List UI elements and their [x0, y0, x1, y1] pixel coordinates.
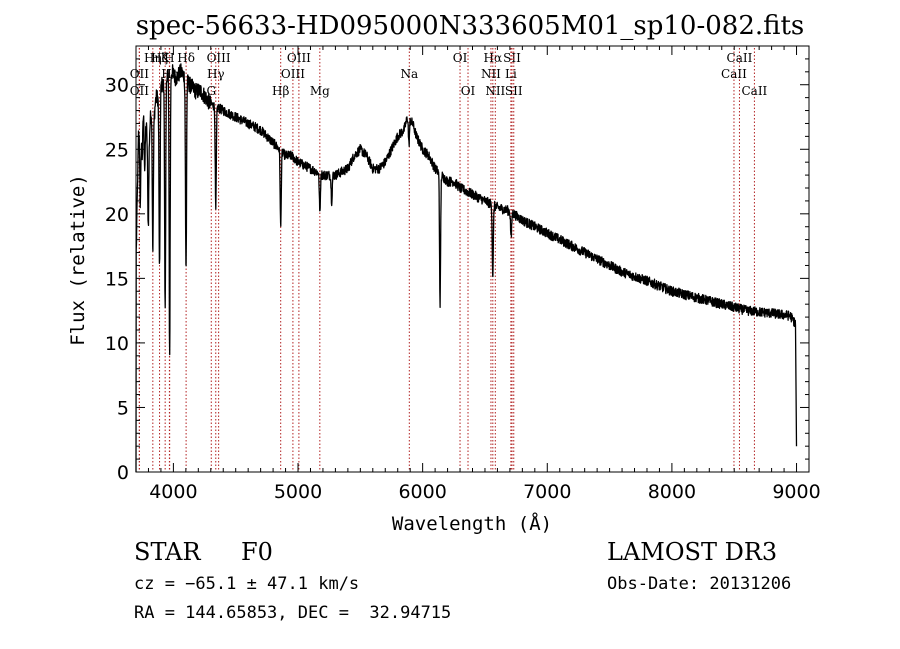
- line-label: H: [164, 51, 174, 65]
- line-label: Li: [505, 67, 517, 81]
- x-tick-label: 9000: [772, 481, 820, 503]
- line-label: OIII: [281, 67, 305, 81]
- x-tick-label: 8000: [648, 481, 696, 503]
- line-label: CaII: [721, 67, 747, 81]
- line-label: Hβ: [272, 84, 289, 98]
- redshift-info: cz = −65.1 ± 47.1 km/s: [134, 574, 360, 594]
- y-tick-label: 15: [105, 268, 129, 290]
- x-tick-label: 6000: [398, 481, 446, 503]
- line-label: Na: [400, 67, 418, 81]
- line-label: OI: [453, 51, 468, 65]
- plot-frame: [135, 45, 810, 473]
- line-label: OIII: [207, 51, 231, 65]
- x-tick-label: 7000: [523, 481, 571, 503]
- observation-date: Obs-Date: 20131206: [607, 574, 792, 594]
- line-label: NII: [485, 84, 505, 98]
- line-label: OII: [130, 84, 150, 98]
- line-label: CaII: [727, 51, 753, 65]
- x-tick-label: 4000: [149, 481, 197, 503]
- line-label: Hγ: [207, 67, 225, 81]
- line-label: G: [206, 84, 216, 98]
- line-label: Hα: [484, 51, 503, 65]
- object-class: STAR: [134, 538, 201, 566]
- x-axis-label: Wavelength (Å): [392, 512, 552, 535]
- x-tick-label: 5000: [274, 481, 322, 503]
- line-label: Mg: [310, 84, 330, 98]
- line-label: CaII: [741, 84, 767, 98]
- line-label: Hδ: [177, 51, 195, 65]
- line-label: OI: [461, 84, 476, 98]
- line-label: SII: [505, 84, 523, 98]
- line-label: SII: [503, 51, 521, 65]
- spectrum-series: [135, 63, 798, 473]
- line-label: OIII: [287, 51, 311, 65]
- line-label: NII: [481, 67, 501, 81]
- chart-title: spec-56633-HD095000N333605M01_sp10-082.f…: [136, 11, 805, 41]
- axis-ticks: 4000 5000 6000 7000 8000 9000 0 5 10 15 20 25 30: [105, 45, 821, 503]
- y-tick-label: 5: [117, 397, 129, 419]
- line-label: Hζ: [151, 51, 168, 65]
- line-label: K: [161, 51, 171, 65]
- line-label: Hη: [144, 51, 162, 65]
- y-tick-label: 30: [105, 75, 129, 97]
- y-tick-label: 0: [117, 462, 129, 484]
- survey-name: LAMOST DR3: [607, 538, 778, 566]
- y-tick-label: 10: [105, 333, 129, 355]
- y-axis-label: Flux (relative): [67, 174, 89, 346]
- y-tick-label: 25: [105, 139, 129, 161]
- coordinates-info: RA = 144.65853, DEC = 32.94715: [134, 603, 452, 623]
- spectral-subclass: F0: [241, 538, 273, 566]
- y-tick-label: 20: [105, 204, 129, 226]
